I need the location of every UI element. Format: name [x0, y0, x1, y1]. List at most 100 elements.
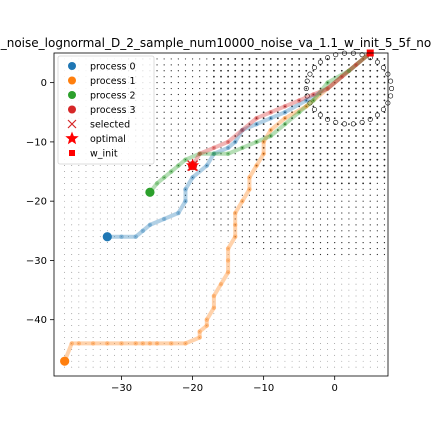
- landscape-dot: [178, 343, 179, 344]
- landscape-dot: [326, 247, 329, 250]
- landscape-dot: [220, 159, 222, 161]
- landscape-dot: [156, 295, 158, 297]
- landscape-dot: [170, 307, 172, 309]
- landscape-dot: [212, 111, 215, 114]
- landscape-dot: [312, 200, 314, 202]
- landscape-dot: [333, 111, 336, 114]
- landscape-dot: [192, 224, 193, 226]
- landscape-dot: [376, 331, 378, 332]
- landscape-dot: [313, 360, 314, 362]
- series-point: [133, 341, 138, 346]
- landscape-dot: [156, 58, 158, 60]
- landscape-dot: [269, 129, 272, 131]
- landscape-dot: [170, 366, 172, 368]
- landscape-dot: [191, 212, 194, 214]
- landscape-dot: [149, 248, 151, 249]
- landscape-dot: [312, 69, 315, 72]
- landscape-dot: [341, 283, 343, 285]
- landscape-dot: [99, 230, 101, 232]
- landscape-dot: [355, 129, 357, 131]
- landscape-dot: [227, 129, 230, 131]
- landscape-dot: [220, 354, 222, 356]
- landscape-dot: [326, 87, 329, 90]
- landscape-dot: [163, 354, 165, 356]
- landscape-dot: [177, 141, 179, 143]
- landscape-dot: [99, 183, 101, 184]
- landscape-dot: [256, 348, 257, 350]
- landscape-dot: [106, 188, 108, 190]
- landscape-dot: [383, 99, 386, 102]
- landscape-dot: [362, 152, 365, 155]
- landscape-dot: [185, 348, 186, 350]
- landscape-dot: [199, 331, 201, 332]
- landscape-dot: [170, 176, 172, 179]
- landscape-dot: [262, 164, 265, 167]
- landscape-dot: [383, 129, 386, 131]
- landscape-dot: [291, 158, 293, 161]
- landscape-dot: [333, 176, 336, 179]
- landscape-dot: [85, 337, 87, 338]
- landscape-dot: [99, 206, 101, 208]
- landscape-dot: [149, 283, 151, 285]
- landscape-dot: [234, 105, 237, 108]
- landscape-dot: [327, 360, 328, 362]
- landscape-dot: [163, 159, 165, 161]
- series-point: [119, 234, 124, 239]
- landscape-dot: [291, 200, 293, 202]
- landscape-dot: [234, 325, 236, 326]
- landscape-dot: [241, 152, 244, 155]
- landscape-dot: [156, 307, 158, 309]
- landscape-dot: [170, 343, 172, 344]
- landscape-dot: [92, 171, 94, 172]
- landscape-dot: [255, 81, 258, 84]
- landscape-dot: [234, 360, 236, 362]
- landscape-dot: [99, 289, 101, 291]
- landscape-dot: [191, 87, 194, 90]
- landscape-dot: [185, 218, 186, 220]
- landscape-dot: [185, 331, 186, 332]
- y-axis: 0−10−20−30−40: [26, 78, 54, 326]
- landscape-dot: [320, 271, 321, 273]
- landscape-dot: [284, 206, 286, 208]
- landscape-dot: [206, 105, 208, 107]
- landscape-dot: [163, 301, 165, 303]
- landscape-dot: [348, 200, 350, 202]
- landscape-dot: [177, 70, 179, 72]
- landscape-dot: [71, 354, 73, 356]
- landscape-dot: [178, 319, 179, 321]
- landscape-dot: [326, 123, 329, 126]
- landscape-dot: [341, 289, 343, 291]
- landscape-dot: [298, 93, 301, 96]
- landscape-dot: [241, 254, 243, 255]
- landscape-dot: [199, 224, 201, 226]
- landscape-dot: [298, 188, 300, 190]
- landscape-dot: [121, 366, 122, 368]
- landscape-dot: [319, 212, 322, 214]
- series-point: [218, 281, 224, 287]
- landscape-dot: [213, 135, 215, 137]
- landscape-dot: [362, 236, 364, 238]
- landscape-dot: [355, 331, 357, 332]
- series-point: [225, 151, 231, 156]
- landscape-dot: [355, 158, 357, 161]
- landscape-dot: [249, 283, 250, 285]
- landscape-dot: [241, 182, 243, 184]
- landscape-dot: [270, 206, 272, 208]
- landscape-dot: [185, 360, 186, 362]
- landscape-dot: [241, 354, 243, 356]
- landscape-dot: [284, 337, 286, 338]
- landscape-dot: [312, 75, 315, 78]
- landscape-dot: [170, 64, 172, 66]
- landscape-dot: [206, 64, 208, 66]
- landscape-dot: [341, 266, 343, 267]
- landscape-dot: [135, 307, 137, 309]
- landscape-dot: [333, 75, 336, 78]
- landscape-dot: [156, 248, 158, 249]
- landscape-dot: [320, 301, 321, 303]
- landscape-dot: [106, 289, 108, 291]
- landscape-dot: [369, 307, 371, 309]
- landscape-dot: [369, 337, 371, 338]
- landscape-dot: [156, 93, 158, 96]
- landscape-dot: [255, 212, 258, 214]
- series-point: [353, 62, 359, 68]
